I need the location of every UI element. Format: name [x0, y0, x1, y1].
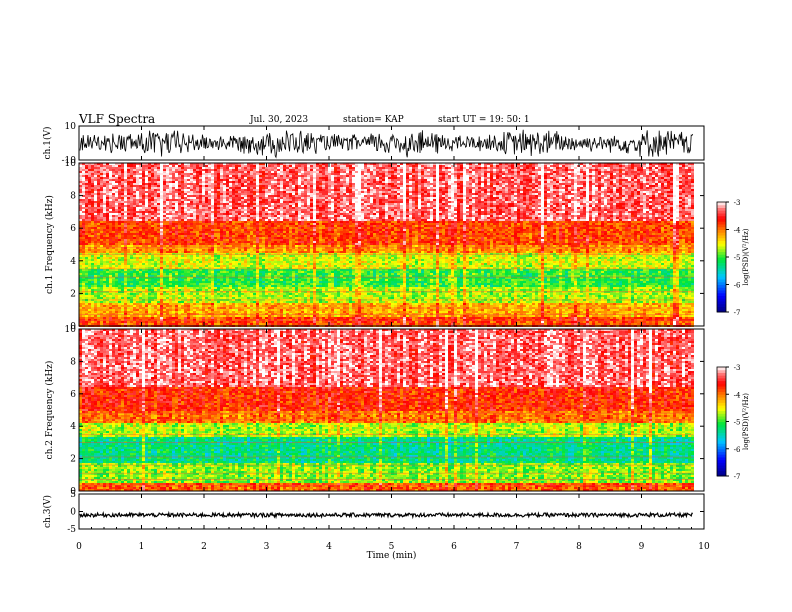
- ch1-colorbar: [717, 202, 726, 313]
- x-tick-label: 6: [451, 542, 457, 552]
- x-tick-label: 7: [514, 542, 520, 552]
- colorbar-tick-label: -7: [734, 473, 741, 481]
- colorbar-tick-label: -4: [734, 391, 741, 399]
- x-tick-label: 2: [201, 542, 207, 552]
- colorbar-tick-label: -6: [734, 446, 741, 454]
- ch2-spectrogram-image: [79, 329, 694, 491]
- y-tick-label: -5: [67, 525, 76, 535]
- y-tick-label: 6: [70, 390, 76, 400]
- y-tick-label: 5: [70, 490, 76, 500]
- y-tick-label: 10: [65, 325, 77, 335]
- x-tick-label: 9: [639, 542, 645, 552]
- y-tick-label: 2: [70, 455, 76, 465]
- y-axis-label: ch.2 Frequency (kHz): [44, 361, 55, 460]
- y-tick-label: -10: [62, 156, 77, 166]
- y-tick-label: 8: [70, 357, 76, 367]
- y-tick-label: 6: [70, 224, 76, 234]
- colorbar-tick-label: -5: [734, 419, 741, 427]
- x-tick-label: 10: [698, 542, 710, 552]
- colorbar-tick-label: -7: [734, 309, 741, 317]
- colorbar-tick-label: -5: [734, 254, 741, 262]
- y-tick-label: 2: [70, 289, 76, 299]
- colorbar-label: log(PSD)(V²/Hz): [742, 228, 750, 285]
- ch2-colorbar: [717, 367, 726, 477]
- y-axis-label: ch.3(V): [42, 495, 53, 528]
- y-tick-label: 0: [70, 508, 76, 518]
- y-axis-label: ch.1 Frequency (kHz): [44, 195, 55, 294]
- colorbar-tick-label: -4: [734, 227, 741, 235]
- y-tick-label: 4: [70, 257, 76, 267]
- x-tick-label: 3: [264, 542, 270, 552]
- x-tick-label: 4: [326, 542, 332, 552]
- colorbar-tick-label: -3: [734, 199, 741, 207]
- ch1-spectrogram-image: [79, 163, 694, 327]
- colorbar-tick-label: -3: [734, 364, 741, 372]
- y-axis-label: ch.1(V): [42, 127, 53, 160]
- x-tick-label: 8: [576, 542, 582, 552]
- x-axis-label: Time (min): [367, 550, 417, 561]
- vlf-figure: 0246810ch.1 Frequency (kHz) -3-4-5-6-7log…: [0, 0, 792, 612]
- ch3-waveform-frame: [79, 494, 704, 529]
- ch1-waveform-frame: [79, 126, 704, 160]
- x-tick-label: 1: [139, 542, 145, 552]
- y-tick-label: 8: [70, 192, 76, 202]
- colorbar-label: log(PSD)(V²/Hz): [742, 393, 750, 450]
- colorbar-tick-label: -6: [734, 282, 741, 290]
- y-tick-label: 4: [70, 422, 76, 432]
- y-tick-label: 10: [65, 122, 77, 132]
- x-tick-label: 0: [76, 542, 82, 552]
